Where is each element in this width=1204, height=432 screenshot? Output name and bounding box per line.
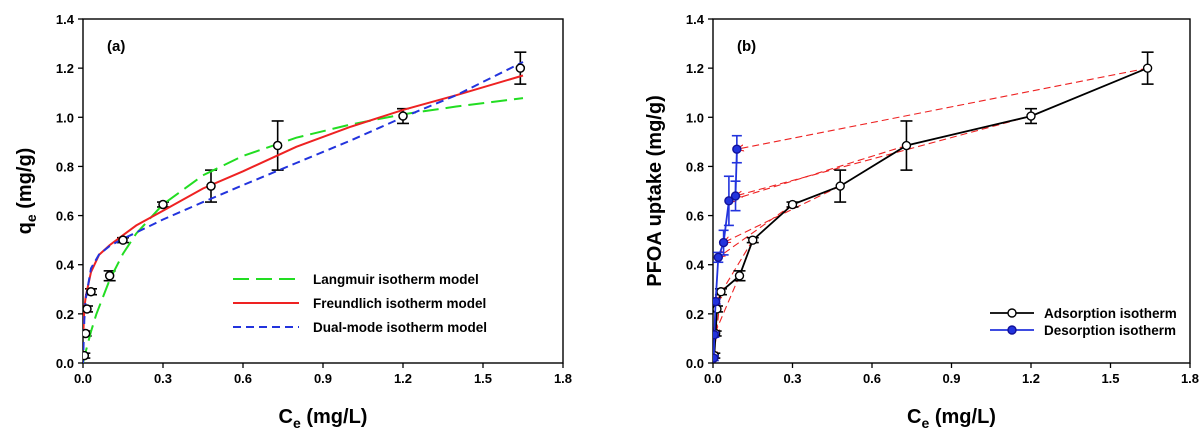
x-tick-label: 0.9 xyxy=(314,371,332,386)
data-point xyxy=(713,296,721,307)
x-tick-label: 1.2 xyxy=(394,371,412,386)
x-tick-label: 0.3 xyxy=(783,371,801,386)
x-tick-label: 0.0 xyxy=(704,371,722,386)
x-tick-label: 0.0 xyxy=(74,371,92,386)
y-tick-label: 0.8 xyxy=(686,159,704,174)
data-point xyxy=(1026,111,1036,121)
x-axis-label: Ce (mg/L) xyxy=(907,406,996,431)
data-point xyxy=(732,144,742,154)
y-tick-label: 1.0 xyxy=(686,110,704,125)
data-point xyxy=(118,235,128,245)
data-point xyxy=(1142,63,1153,73)
desorption-arrow xyxy=(718,204,793,258)
y-axis-label: qe (mg/g) xyxy=(14,148,39,235)
data-point xyxy=(787,199,798,210)
data-point xyxy=(718,237,729,248)
legend-label: Desorption isotherm xyxy=(1044,323,1176,338)
plot-frame xyxy=(82,18,564,364)
data-point xyxy=(83,328,91,339)
y-tick-label: 0.6 xyxy=(686,209,704,224)
data-point xyxy=(835,181,845,191)
x-tick-label: 0.6 xyxy=(863,371,881,386)
y-tick-label: 0.4 xyxy=(56,258,75,273)
y-tick-label: 0.0 xyxy=(56,356,74,371)
legend-label: Adsorption isotherm xyxy=(1044,306,1177,321)
y-tick-label: 0.2 xyxy=(686,307,704,322)
y-axis-label: PFOA uptake (mg/g) xyxy=(644,95,666,286)
data-point xyxy=(83,304,92,314)
y-tick-label: 0.0 xyxy=(686,356,704,371)
data-point xyxy=(158,199,168,210)
data-point xyxy=(713,304,722,314)
y-tick-label: 0.8 xyxy=(56,159,74,174)
y-tick-label: 1.4 xyxy=(56,12,75,27)
model-curve xyxy=(83,97,524,364)
model-curve xyxy=(83,74,524,334)
data-point xyxy=(748,235,758,245)
data-point xyxy=(515,63,526,73)
model-curve xyxy=(83,61,524,364)
y-tick-label: 1.4 xyxy=(686,12,705,27)
chart-panel-a: 0.0 0.3 0.6 0.9 1.2 1.5 1.8 0.0 0.2 0.4 0.6 0.8 1.0 1… xyxy=(14,12,572,431)
y-tick-label: 0.4 xyxy=(686,258,705,273)
data-point xyxy=(398,111,408,121)
plot-area xyxy=(83,51,527,364)
data-point xyxy=(724,196,734,206)
data-point xyxy=(713,330,720,340)
y-tick-label: 1.0 xyxy=(56,110,74,125)
panel-label: (a) xyxy=(107,38,125,55)
data-point xyxy=(104,271,115,281)
desorption-arrow xyxy=(737,67,1148,149)
data-point xyxy=(206,181,216,191)
data-point xyxy=(713,252,723,263)
x-tick-label: 0.3 xyxy=(154,371,172,386)
y-tick-label: 1.2 xyxy=(56,61,74,76)
plot-area xyxy=(713,51,1154,363)
x-tick-label: 1.5 xyxy=(474,371,492,386)
panel-label: (b) xyxy=(737,38,756,55)
y-tick-label: 1.2 xyxy=(686,61,704,76)
data-point xyxy=(730,191,741,201)
x-tick-label: 0.9 xyxy=(942,371,960,386)
x-axis-label: Ce (mg/L) xyxy=(279,406,368,431)
chart-panel-b: 0.0 0.3 0.6 0.9 1.2 1.5 1.8 0.0 0.2 0.4 0.6 0.8 1.0 1… xyxy=(644,12,1199,431)
y-tick-label: 0.6 xyxy=(56,209,74,224)
desorption-arrow xyxy=(729,145,907,201)
legend-marker xyxy=(1007,308,1017,318)
data-point xyxy=(272,140,283,151)
desorption-arrow xyxy=(736,115,1032,196)
data-point xyxy=(901,140,912,151)
legend-label: Freundlich isotherm model xyxy=(313,296,486,311)
data-point xyxy=(83,350,90,361)
data-point xyxy=(86,286,96,297)
x-tick-label: 1.5 xyxy=(1101,371,1119,386)
x-tick-label: 1.8 xyxy=(554,371,572,386)
legend-marker xyxy=(1007,325,1017,335)
x-tick-label: 1.2 xyxy=(1022,371,1040,386)
data-point xyxy=(713,353,719,363)
x-tick-label: 1.8 xyxy=(1181,371,1199,386)
legend-label: Langmuir isotherm model xyxy=(313,272,479,287)
legend-label: Dual-mode isotherm model xyxy=(313,320,487,335)
data-point xyxy=(716,287,726,297)
y-tick-label: 0.2 xyxy=(56,307,74,322)
data-point xyxy=(734,271,745,281)
x-tick-label: 0.6 xyxy=(234,371,252,386)
